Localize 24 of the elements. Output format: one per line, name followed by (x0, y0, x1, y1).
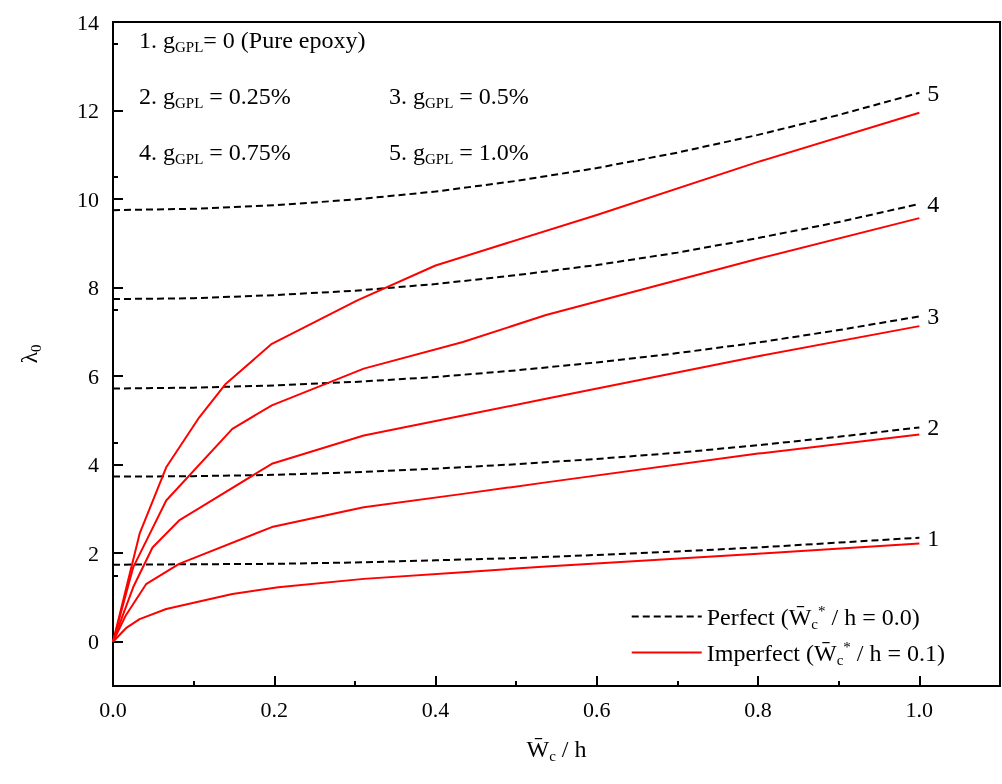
y-tick-label: 4 (88, 452, 99, 478)
annotation: 4 (927, 190, 940, 217)
y-tick-label: 14 (77, 9, 99, 35)
y-tick-label: 6 (88, 363, 99, 389)
line-series (112, 315, 921, 390)
x-tick-label: 0.4 (421, 696, 450, 722)
y-tick-label: 2 (88, 540, 99, 566)
x-tick-label: 0.0 (99, 696, 127, 722)
line-series (112, 536, 921, 566)
annotation: 5 (927, 79, 940, 106)
line-series (112, 91, 921, 212)
annotation: 2 (927, 414, 940, 441)
annotation: 1 (927, 524, 940, 551)
y-tick-label: 10 (77, 186, 99, 212)
x-tick-label: 0.8 (744, 696, 772, 722)
line-series (112, 426, 921, 478)
x-tick-label: 0.6 (583, 696, 611, 722)
annotation: 3 (927, 303, 940, 330)
x-tick-label: 0.2 (260, 696, 289, 722)
y-tick-label: 8 (88, 275, 99, 301)
y-axis-title: λ0 (15, 344, 44, 364)
x-tick-label: 1.0 (905, 696, 934, 722)
y-tick-label: 0 (88, 629, 99, 655)
y-tick-label: 12 (77, 98, 99, 124)
